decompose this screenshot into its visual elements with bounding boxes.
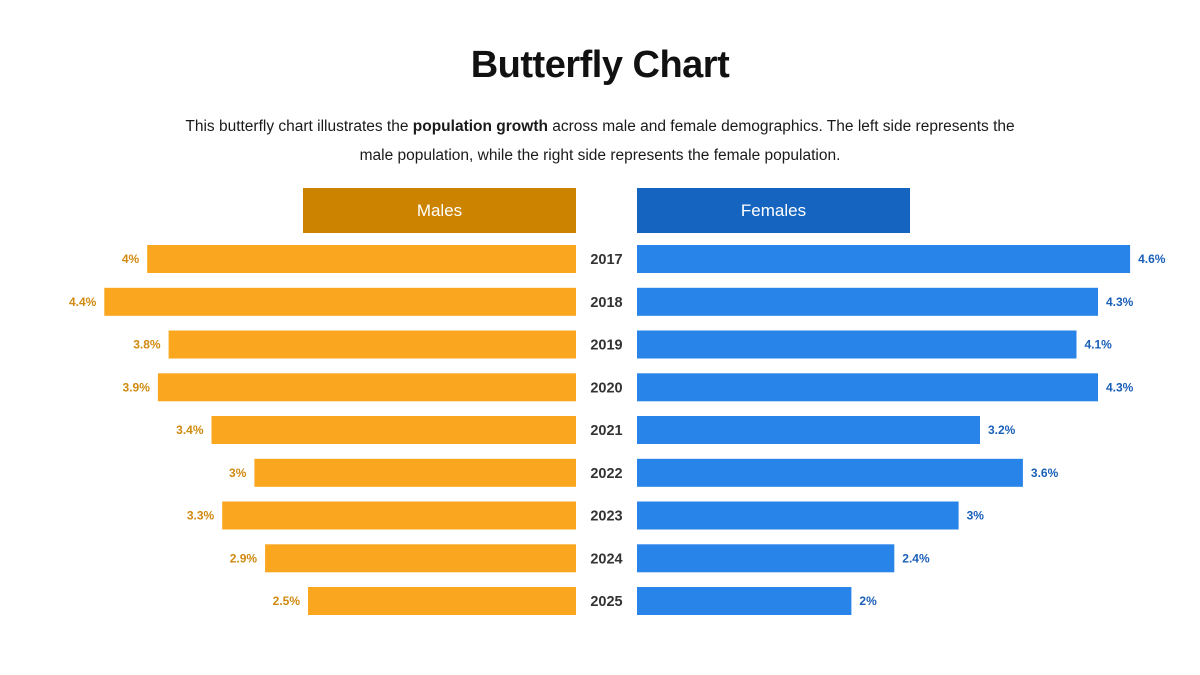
male-bar-2025: [308, 587, 576, 615]
female-value-label-2022: 3.6%: [1031, 466, 1059, 480]
male-value-label-2017: 4%: [122, 252, 140, 266]
year-label-2025: 2025: [590, 594, 622, 610]
male-value-label-2021: 3.4%: [176, 423, 204, 437]
female-bar-2022: [637, 458, 1023, 487]
year-label-2020: 2020: [590, 380, 622, 396]
male-bar-2019: [168, 330, 576, 359]
description-text-end: across male and female demographics. The…: [359, 118, 1015, 164]
male-value-label-2019: 3.8%: [133, 338, 161, 352]
year-label-2018: 2018: [590, 295, 622, 311]
male-bar-2018: [104, 287, 577, 316]
female-value-label-2021: 3.2%: [988, 423, 1016, 437]
chart-title: Butterfly Chart: [470, 44, 730, 86]
female-bar-2019: [637, 330, 1077, 359]
year-label-2017: 2017: [590, 252, 622, 268]
male-value-label-2023: 3.3%: [187, 509, 215, 523]
year-label-2019: 2019: [590, 338, 622, 354]
male-bar-2021: [211, 416, 576, 444]
male-value-label-2025: 2.5%: [273, 594, 301, 608]
female-value-label-2017: 4.6%: [1138, 252, 1166, 266]
female-value-label-2024: 2.4%: [902, 551, 930, 565]
female-value-label-2023: 3%: [967, 509, 985, 523]
male-bar-2017: [147, 245, 576, 273]
female-bar-2018: [637, 287, 1098, 316]
male-bar-2023: [222, 501, 576, 530]
male-value-label-2020: 3.9%: [123, 380, 151, 394]
year-label-2021: 2021: [590, 423, 622, 439]
female-bar-2020: [637, 373, 1098, 402]
year-label-2022: 2022: [590, 466, 622, 482]
males-header: Males: [303, 188, 576, 233]
female-value-label-2025: 2%: [859, 594, 877, 608]
female-value-label-2020: 4.3%: [1106, 380, 1134, 394]
male-bar-2024: [265, 544, 576, 573]
females-header: Females: [637, 188, 910, 233]
female-value-label-2018: 4.3%: [1106, 295, 1134, 309]
male-value-label-2024: 2.9%: [230, 551, 258, 565]
male-value-label-2022: 3%: [229, 466, 247, 480]
female-bar-2024: [637, 544, 895, 573]
female-bar-2023: [637, 501, 959, 530]
female-value-label-2019: 4.1%: [1085, 338, 1113, 352]
year-label-2024: 2024: [590, 551, 622, 567]
description-text-bold: population growth: [412, 118, 548, 135]
male-bar-2020: [157, 373, 576, 402]
year-label-2023: 2023: [590, 509, 622, 525]
male-value-label-2018: 4.4%: [69, 295, 97, 309]
female-bar-2017: [637, 245, 1131, 273]
female-bar-2021: [637, 416, 980, 444]
male-bar-2022: [254, 458, 576, 487]
female-bar-2025: [637, 587, 852, 615]
chart-description: This butterfly chart illustrates the pop…: [170, 112, 1030, 170]
description-text-start: This butterfly chart illustrates the: [185, 118, 413, 135]
